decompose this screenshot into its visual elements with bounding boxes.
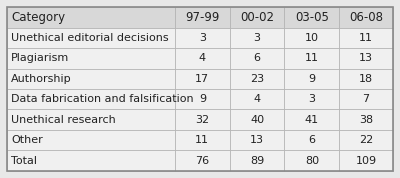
Bar	[7, 89, 175, 109]
Text: 80: 80	[305, 156, 319, 166]
Text: 32: 32	[195, 115, 209, 125]
Bar	[339, 89, 393, 109]
Bar	[7, 69, 175, 89]
Bar	[7, 150, 175, 171]
Text: 13: 13	[359, 53, 373, 63]
Text: 00-02: 00-02	[240, 11, 274, 24]
Text: Category: Category	[11, 11, 65, 24]
Bar	[230, 69, 284, 89]
Text: Total: Total	[11, 156, 37, 166]
Text: 18: 18	[359, 74, 373, 84]
Bar	[284, 69, 339, 89]
Bar	[230, 7, 284, 28]
Bar	[284, 109, 339, 130]
Bar	[284, 48, 339, 69]
Text: 4: 4	[199, 53, 206, 63]
Bar	[175, 69, 230, 89]
Bar	[230, 89, 284, 109]
Bar	[339, 150, 393, 171]
Text: 41: 41	[305, 115, 319, 125]
Text: 11: 11	[305, 53, 319, 63]
Bar	[339, 7, 393, 28]
Text: 9: 9	[199, 94, 206, 104]
Text: 3: 3	[308, 94, 315, 104]
Bar	[175, 48, 230, 69]
Text: 06-08: 06-08	[349, 11, 383, 24]
Text: Unethical editorial decisions: Unethical editorial decisions	[11, 33, 169, 43]
Text: 40: 40	[250, 115, 264, 125]
Bar	[7, 109, 175, 130]
Text: 38: 38	[359, 115, 373, 125]
Bar	[284, 150, 339, 171]
Bar	[175, 28, 230, 48]
Bar	[284, 28, 339, 48]
Text: Unethical research: Unethical research	[11, 115, 116, 125]
Text: 76: 76	[195, 156, 209, 166]
Text: 17: 17	[195, 74, 209, 84]
Text: 9: 9	[308, 74, 315, 84]
Bar	[284, 130, 339, 150]
Bar	[175, 130, 230, 150]
Bar	[175, 7, 230, 28]
Text: 97-99: 97-99	[185, 11, 220, 24]
Bar	[230, 48, 284, 69]
Text: 6: 6	[308, 135, 315, 145]
Bar	[230, 28, 284, 48]
Text: Data fabrication and falsification: Data fabrication and falsification	[11, 94, 194, 104]
Bar	[7, 7, 175, 28]
Text: 3: 3	[199, 33, 206, 43]
Bar	[7, 130, 175, 150]
Text: 11: 11	[195, 135, 209, 145]
Text: 7: 7	[362, 94, 370, 104]
Bar	[339, 109, 393, 130]
Text: 22: 22	[359, 135, 373, 145]
Bar	[7, 28, 175, 48]
Text: 03-05: 03-05	[295, 11, 329, 24]
Text: 109: 109	[356, 156, 376, 166]
Text: 3: 3	[254, 33, 260, 43]
Bar	[7, 48, 175, 69]
Text: 11: 11	[359, 33, 373, 43]
Text: 4: 4	[254, 94, 261, 104]
Bar	[175, 109, 230, 130]
Bar	[175, 150, 230, 171]
Text: 6: 6	[254, 53, 260, 63]
Bar	[339, 69, 393, 89]
Text: Plagiarism: Plagiarism	[11, 53, 70, 63]
Bar	[230, 109, 284, 130]
Bar	[339, 28, 393, 48]
Bar	[175, 89, 230, 109]
Text: Authorship: Authorship	[11, 74, 72, 84]
Bar	[230, 130, 284, 150]
Bar	[284, 7, 339, 28]
Bar	[339, 130, 393, 150]
Bar	[284, 89, 339, 109]
Text: 13: 13	[250, 135, 264, 145]
Bar	[230, 150, 284, 171]
Text: 89: 89	[250, 156, 264, 166]
Text: Other: Other	[11, 135, 43, 145]
Bar	[339, 48, 393, 69]
Text: 10: 10	[305, 33, 319, 43]
Text: 23: 23	[250, 74, 264, 84]
